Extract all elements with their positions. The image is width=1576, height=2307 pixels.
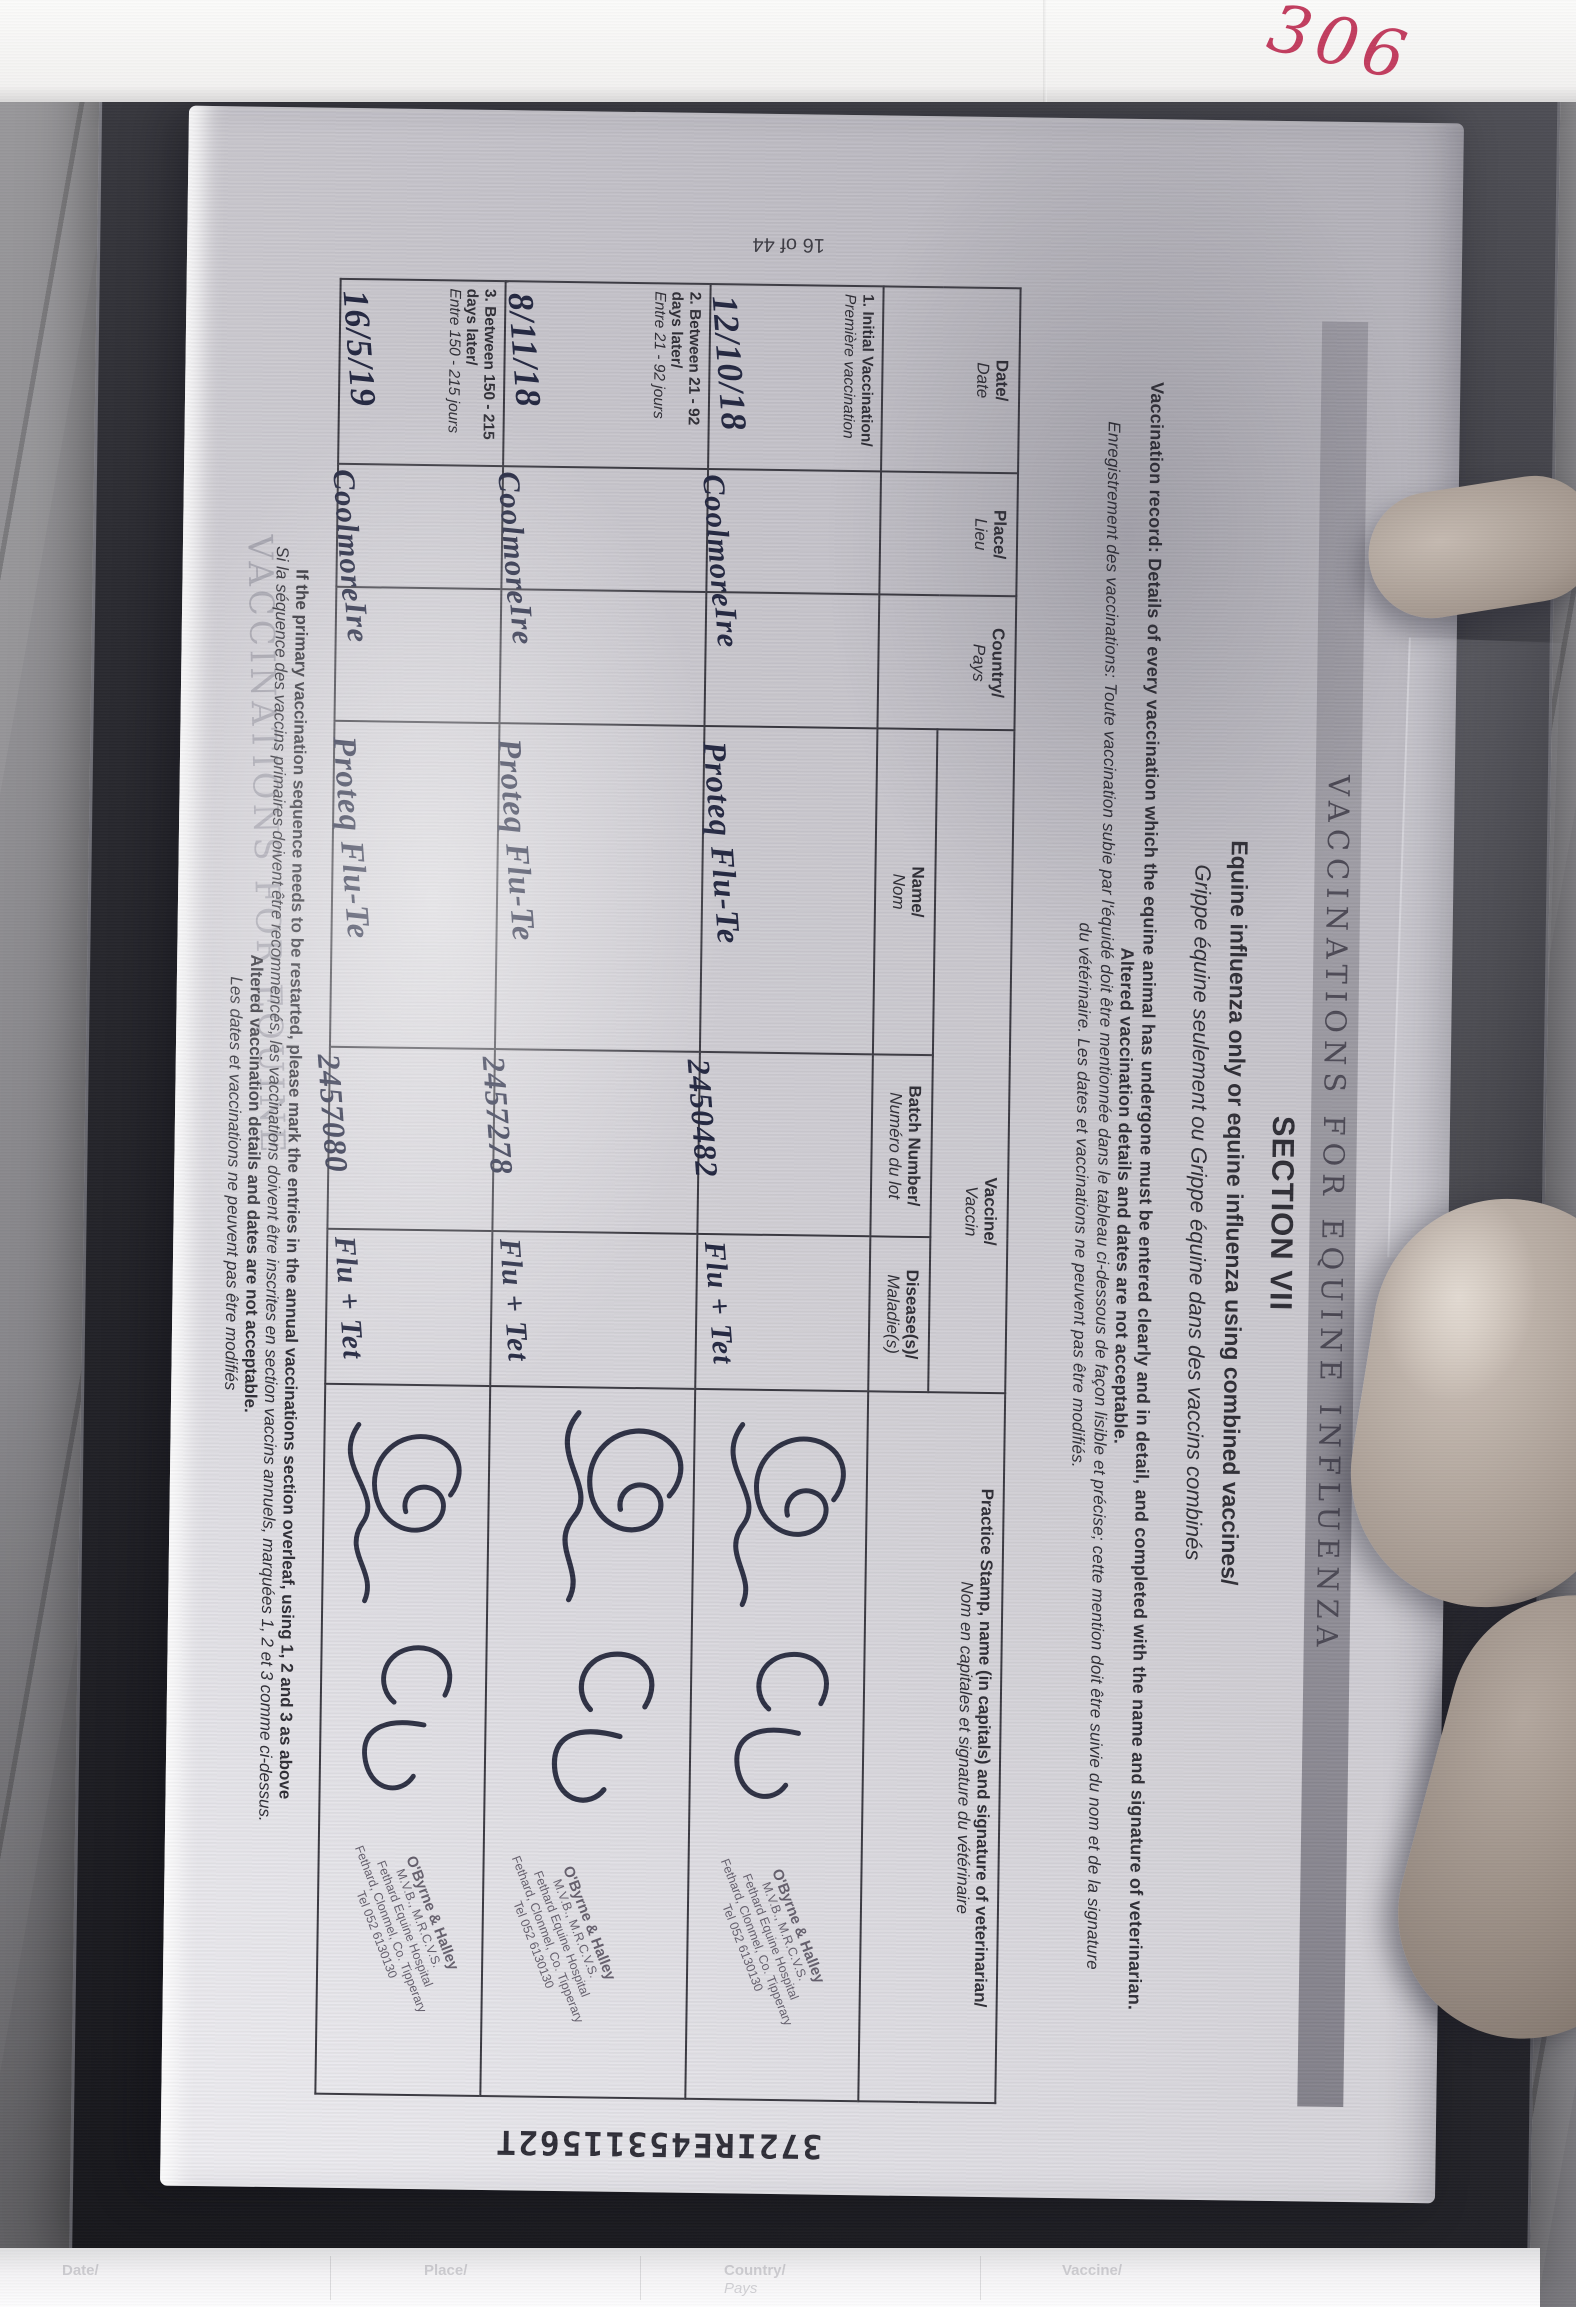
practice-stamp-2: O'Byrne & Halley M.V.B., M.R.C.V.S. Feth… [483, 1809, 640, 2060]
cell-name-1: Proteq Flu-Te [695, 725, 878, 1055]
cell-date-3: 3. Between 150 - 215 days later/Entre 15… [335, 278, 506, 467]
vaccination-row-3: 3. Between 150 - 215 days later/Entre 15… [311, 278, 506, 2096]
header-place: Place/Lieu [879, 471, 1019, 597]
header-place-en: Place/ [989, 509, 1010, 560]
handwritten-vaccine-name-3: Proteq Flu-Te [325, 734, 377, 941]
cell-disease-1: Flu + Tet [695, 1233, 871, 1392]
header-vaccine-span: Vaccine/Vaccin [928, 729, 1015, 1394]
header-disease-en: Disease(s)/ [901, 1269, 922, 1360]
handwritten-country-3: Ire [338, 600, 377, 645]
cell-place-2: Coolmore [491, 466, 709, 606]
practice-stamp-3: O'Byrne & Halley M.V.B., M.R.C.V.S. Feth… [326, 1798, 483, 2049]
row2-label: 2. Between 21 - 92 days later/ [667, 291, 704, 426]
practice-stamp-1: O'Byrne & Halley M.V.B., M.R.C.V.S. Feth… [692, 1812, 849, 2063]
cell-batch-3: 2457080 [311, 1046, 495, 1232]
facing-header-pays: Pays [724, 2280, 758, 2297]
facing-separator [330, 2256, 331, 2300]
cell-disease-2: Flu + Tet [490, 1231, 698, 1389]
handwritten-country-1: Ire [708, 605, 747, 650]
veterinarian-signature-2 [551, 1410, 684, 1803]
cell-practice-2: O'Byrne & Halley M.V.B., M.R.C.V.S. Feth… [480, 1386, 696, 2099]
handwritten-country-2: Ire [503, 603, 542, 647]
footer-notes: If the primary vaccination sequence need… [210, 274, 315, 2093]
table-header-row-1: Date/Date Place/Lieu Country/Pays Vaccin… [858, 286, 1021, 2104]
header-batch: Batch Number/Numéro du lot [870, 1054, 933, 1238]
row1-label: 1. Initial Vaccination/ [857, 294, 877, 447]
facing-header-vaccine: Vaccine/ [1062, 2262, 1123, 2279]
cell-name-2: Proteq Flu-Te [490, 723, 705, 1052]
handwritten-disease-3: Flu + Tet [327, 1234, 370, 1361]
cell-place-1: Coolmore [696, 468, 882, 609]
cell-country-3: Ire [334, 586, 502, 724]
row3-label-fr: Entre 150 - 215 jours [444, 288, 464, 434]
plastic-sleeve-edge [1387, 637, 1561, 1263]
section-vii-page: VACCINATIONS FOR EQUINE INFLUENZA SECTIO… [160, 105, 1464, 2204]
cell-batch-1: 2450482 [681, 1051, 873, 1237]
header-country-fr: Pays [969, 643, 989, 682]
header-place-fr: Lieu [970, 518, 991, 551]
header-disease-fr: Maladie(s) [882, 1274, 903, 1354]
facing-header-date: Date/ [62, 2262, 99, 2279]
cell-place-3: Coolmore [326, 463, 504, 604]
veterinarian-signature-1 [730, 1422, 846, 1799]
cell-name-3: Proteq Flu-Te [325, 720, 500, 1050]
cell-practice-3: O'Byrne & Halley M.V.B., M.R.C.V.S. Feth… [315, 1383, 491, 2096]
header-disease: Disease(s)/Maladie(s) [868, 1236, 931, 1393]
facing-separator [640, 2256, 641, 2300]
header-country-en: Country/ [987, 627, 1008, 699]
page-number: 16 of 44 [752, 233, 826, 257]
handwritten-number-306: 306 [1261, 0, 1419, 97]
veterinarian-signature-3 [347, 1422, 462, 1791]
handwritten-place-3: Coolmore [326, 467, 371, 604]
cell-practice-1: O'Byrne & Halley M.V.B., M.R.C.V.S. Feth… [685, 1388, 869, 2102]
facing-header-place: Place/ [424, 2262, 468, 2279]
row3-label: 3. Between 150 - 215 days later/ [462, 288, 499, 440]
cell-country-2: Ire [499, 589, 707, 726]
header-date-fr: Date [973, 362, 993, 399]
cell-batch-2: 2457278 [476, 1049, 700, 1234]
vaccination-row-2: 2. Between 21 - 92 days later/Entre 21 -… [476, 281, 711, 2099]
facing-separator [980, 2256, 981, 2300]
cell-date-1: 1. Initial Vaccination/Première vaccinat… [705, 284, 884, 472]
sleeve-edge-line [1043, 0, 1047, 102]
handwritten-disease-1: Flu + Tet [697, 1240, 740, 1366]
cell-disease-3: Flu + Tet [325, 1228, 493, 1387]
handwritten-date-2: 8/11/18 [500, 291, 549, 409]
passport-serial-number: 372IRE45311562T [493, 2122, 823, 2167]
handwritten-date-1: 12/10/18 [704, 293, 755, 433]
vaccination-table: Date/Date Place/Lieu Country/Pays Vaccin… [311, 278, 1021, 2104]
header-batch-en: Batch Number/ [903, 1085, 925, 1207]
underlying-page-edge: Date/ Place/ Country/ Pays Vaccine/ [0, 2248, 1540, 2307]
cell-country-1: Ire [704, 591, 880, 729]
rotated-passport-page: VACCINATIONS FOR EQUINE INFLUENZA SECTIO… [160, 105, 1464, 2204]
header-date: Date/Date [881, 286, 1021, 474]
header-name: Name/Nom [872, 728, 938, 1056]
handwritten-batch-3: 2457080 [310, 1052, 356, 1174]
facing-header-country: Country/ [724, 2262, 786, 2279]
header-batch-fr: Numéro du lot [884, 1092, 906, 1200]
handwritten-date-3: 16/5/19 [335, 288, 384, 409]
instructions-paragraph: Vaccination record: Details of every vac… [1057, 286, 1168, 2105]
cell-date-2: 2. Between 21 - 92 days later/Entre 21 -… [500, 281, 711, 469]
header-practice-stamp: Practice Stamp, name (in capitals) and s… [858, 1391, 1006, 2104]
handwritten-disease-2: Flu + Tet [492, 1237, 535, 1363]
header-country: Country/Pays [877, 594, 1017, 731]
vaccination-row-1: 1. Initial Vaccination/Première vaccinat… [681, 284, 884, 2102]
white-table-edge: 306 [0, 0, 1576, 102]
header-date-en: Date/ [992, 359, 1012, 402]
row2-label-fr: Entre 21 - 92 jours [649, 291, 669, 419]
